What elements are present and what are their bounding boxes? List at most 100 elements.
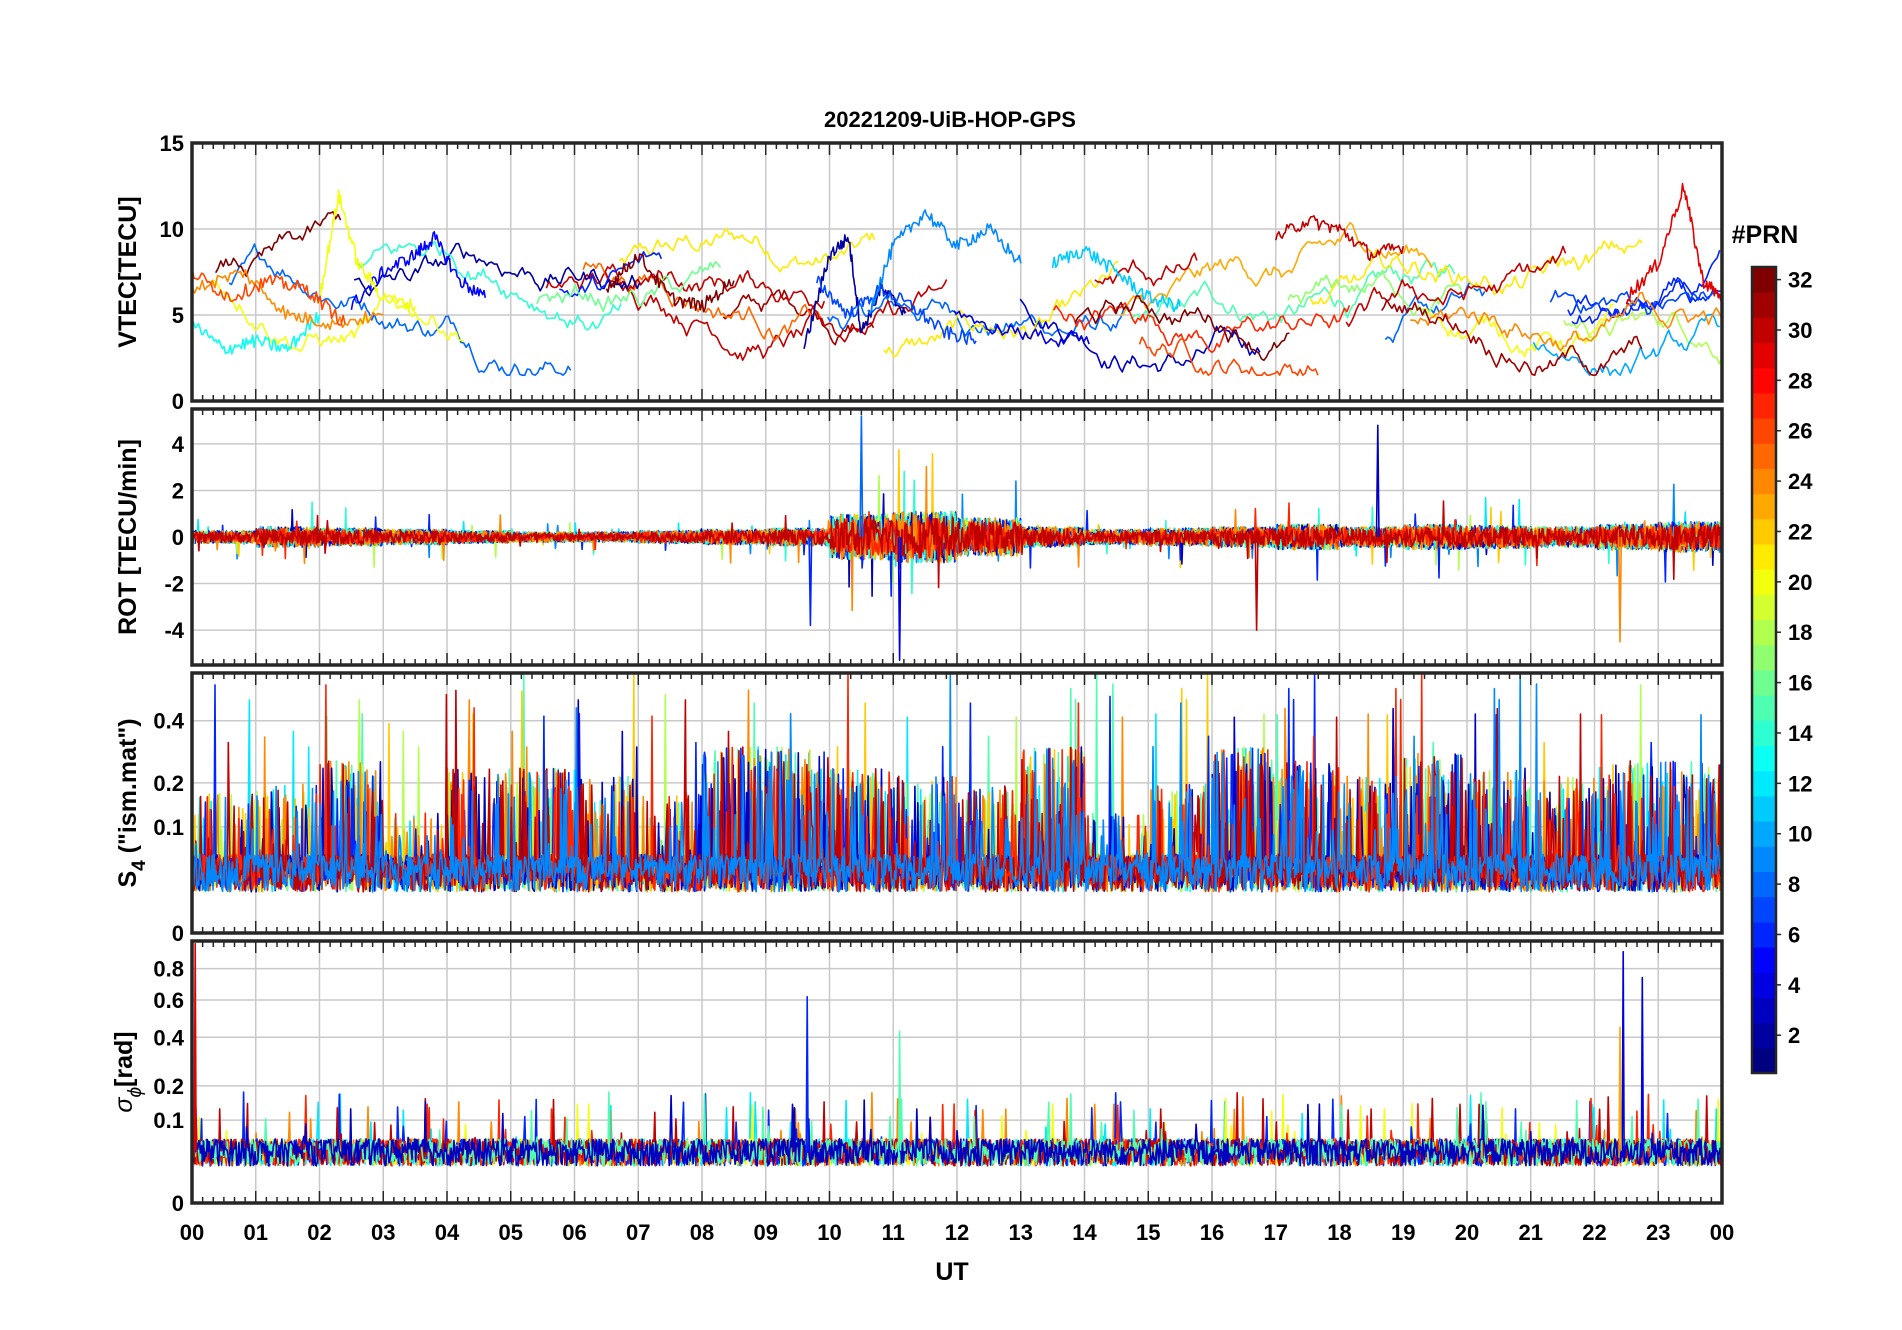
colorbar-cell (1752, 544, 1776, 570)
colorbar-cell (1752, 720, 1776, 747)
x-tick-label: 17 (1264, 1220, 1288, 1245)
series-prn-32 (215, 211, 342, 278)
y-axis-label: ROT [TECU/min] (114, 439, 142, 635)
series-prn-3 (1375, 424, 1380, 538)
colorbar-cell (1752, 921, 1776, 948)
panel-s4: 0 0.1 0.2 0.4S4 ("ism.mat") (114, 671, 1724, 946)
series-prn-23 (1618, 1026, 1622, 1158)
y-tick-label: 0.4 (153, 1025, 184, 1050)
y-tick-label: 0.4 (153, 709, 184, 734)
x-tick-label: 22 (1582, 1220, 1606, 1245)
series-prn-31 (722, 289, 875, 346)
x-tick-label: 08 (690, 1220, 714, 1245)
series-prn-32 (605, 253, 735, 313)
x-tick-label: 02 (307, 1220, 331, 1245)
y-tick-label: 0 (172, 525, 184, 550)
panel-sigma_phi: 0 0.1 0.2 0.4 0.6 0.8 σϕ[rad] (110, 939, 1724, 1216)
colorbar-cell (1752, 795, 1776, 822)
series-prn-2 (353, 242, 641, 297)
x-tick-label: 18 (1327, 1220, 1351, 1245)
series-prn-15 (897, 1030, 902, 1158)
colorbar-tick-label: 30 (1788, 318, 1812, 343)
series-prn-14 (355, 240, 622, 331)
series-group (192, 942, 1722, 1167)
colorbar-cell (1752, 317, 1776, 344)
colorbar-cell (1752, 1047, 1776, 1074)
colorbar-cell (1752, 871, 1776, 898)
colorbar-cell (1752, 267, 1776, 293)
colorbar-cell (1752, 594, 1776, 621)
x-tick-label: 09 (754, 1220, 778, 1245)
y-tick-label: 5 (172, 303, 184, 328)
series-prn-11 (1051, 245, 1181, 313)
series-prn-30 (604, 269, 948, 343)
series-prn-10 (1532, 313, 1720, 377)
colorbar-cell (1752, 292, 1776, 318)
y-axis-label: σϕ[rad] (110, 1031, 146, 1112)
colorbar-tick-label: 12 (1788, 771, 1812, 796)
series-prn-4 (897, 536, 902, 662)
colorbar-cell (1752, 821, 1776, 847)
series-prn-24 (1410, 291, 1722, 352)
series-prn-24 (1617, 536, 1623, 643)
colorbar-cell (1752, 392, 1776, 419)
panel-rot: -4 -2 0 2 4 ROT [TECU/min] (114, 407, 1724, 667)
series-prn-30 (1094, 252, 1198, 287)
x-tick-label: 23 (1646, 1220, 1670, 1245)
x-tick-marks (191, 941, 1723, 1203)
x-tick-label: 00 (1710, 1220, 1734, 1245)
colorbar-cell (1752, 367, 1776, 394)
series-group (192, 415, 1722, 662)
colorbar-cell (1752, 644, 1776, 671)
colorbar-tick-label: 2 (1788, 1023, 1800, 1048)
series-prn-31 (1381, 299, 1643, 377)
x-tick-label: 05 (499, 1220, 523, 1245)
panel-vtec: 0 5 10 15 VTEC[TECU] (114, 131, 1724, 414)
series-prn-5 (350, 231, 487, 310)
colorbar-cell (1752, 972, 1776, 998)
series-prn-6 (805, 995, 809, 1158)
series-prn-17 (1287, 269, 1463, 317)
figure-title: 20221209-UiB-HOP-GPS (824, 107, 1076, 132)
x-tick-labels: 00 01 02 03 04 05 06 07 08 09 10 11 12 13 14 15 16 17 18 19… (180, 1220, 1734, 1245)
colorbar-tick-label: 4 (1788, 973, 1801, 998)
colorbar-tick-label: 14 (1788, 721, 1813, 746)
x-tick-label: 01 (244, 1220, 268, 1245)
series-group (192, 673, 1722, 893)
x-tick-label: 20 (1455, 1220, 1479, 1245)
series-prn-9 (192, 673, 1722, 893)
x-tick-label: 19 (1391, 1220, 1415, 1245)
colorbar-cell (1752, 745, 1776, 772)
series-prn-20 (318, 189, 416, 313)
series-prn-15 (1130, 259, 1456, 324)
colorbar-cell (1752, 947, 1776, 973)
x-tick-marks (191, 143, 1723, 401)
colorbar-cell (1752, 569, 1776, 595)
series-prn-4 (953, 310, 1090, 348)
y-tick-label: 15 (160, 131, 184, 156)
series-prn-3 (1019, 298, 1261, 373)
colorbar-cell (1752, 342, 1776, 369)
colorbar-tick-label: 20 (1788, 570, 1812, 595)
series-prn-18 (1562, 306, 1722, 365)
y-tick-label: 0.6 (153, 988, 184, 1013)
series-prn-30 (1345, 245, 1567, 328)
series-prn-26 (1138, 336, 1319, 377)
panels: 0 5 10 15 VTEC[TECU] -4 -2 0 2 4 ROT [TECU/min] 0 0.… (110, 131, 1724, 1216)
series-prn-6 (808, 536, 813, 627)
colorbar-cell (1752, 896, 1776, 923)
series-prn-30 (1254, 536, 1259, 631)
y-tick-label: 0 (172, 1191, 184, 1216)
series-prn-25 (582, 261, 822, 342)
y-tick-label: 10 (160, 217, 184, 242)
series-prn-26 (192, 266, 346, 326)
series-prn-21 (883, 260, 1119, 358)
colorbar-cell (1752, 468, 1776, 495)
y-tick-label: 0.2 (153, 771, 184, 796)
series-prn-8 (228, 243, 572, 377)
colorbar-frame (1750, 265, 1778, 1075)
y-tick-label: -2 (164, 572, 184, 597)
colorbar-cell (1752, 997, 1776, 1024)
x-tick-label: 11 (882, 1220, 905, 1245)
